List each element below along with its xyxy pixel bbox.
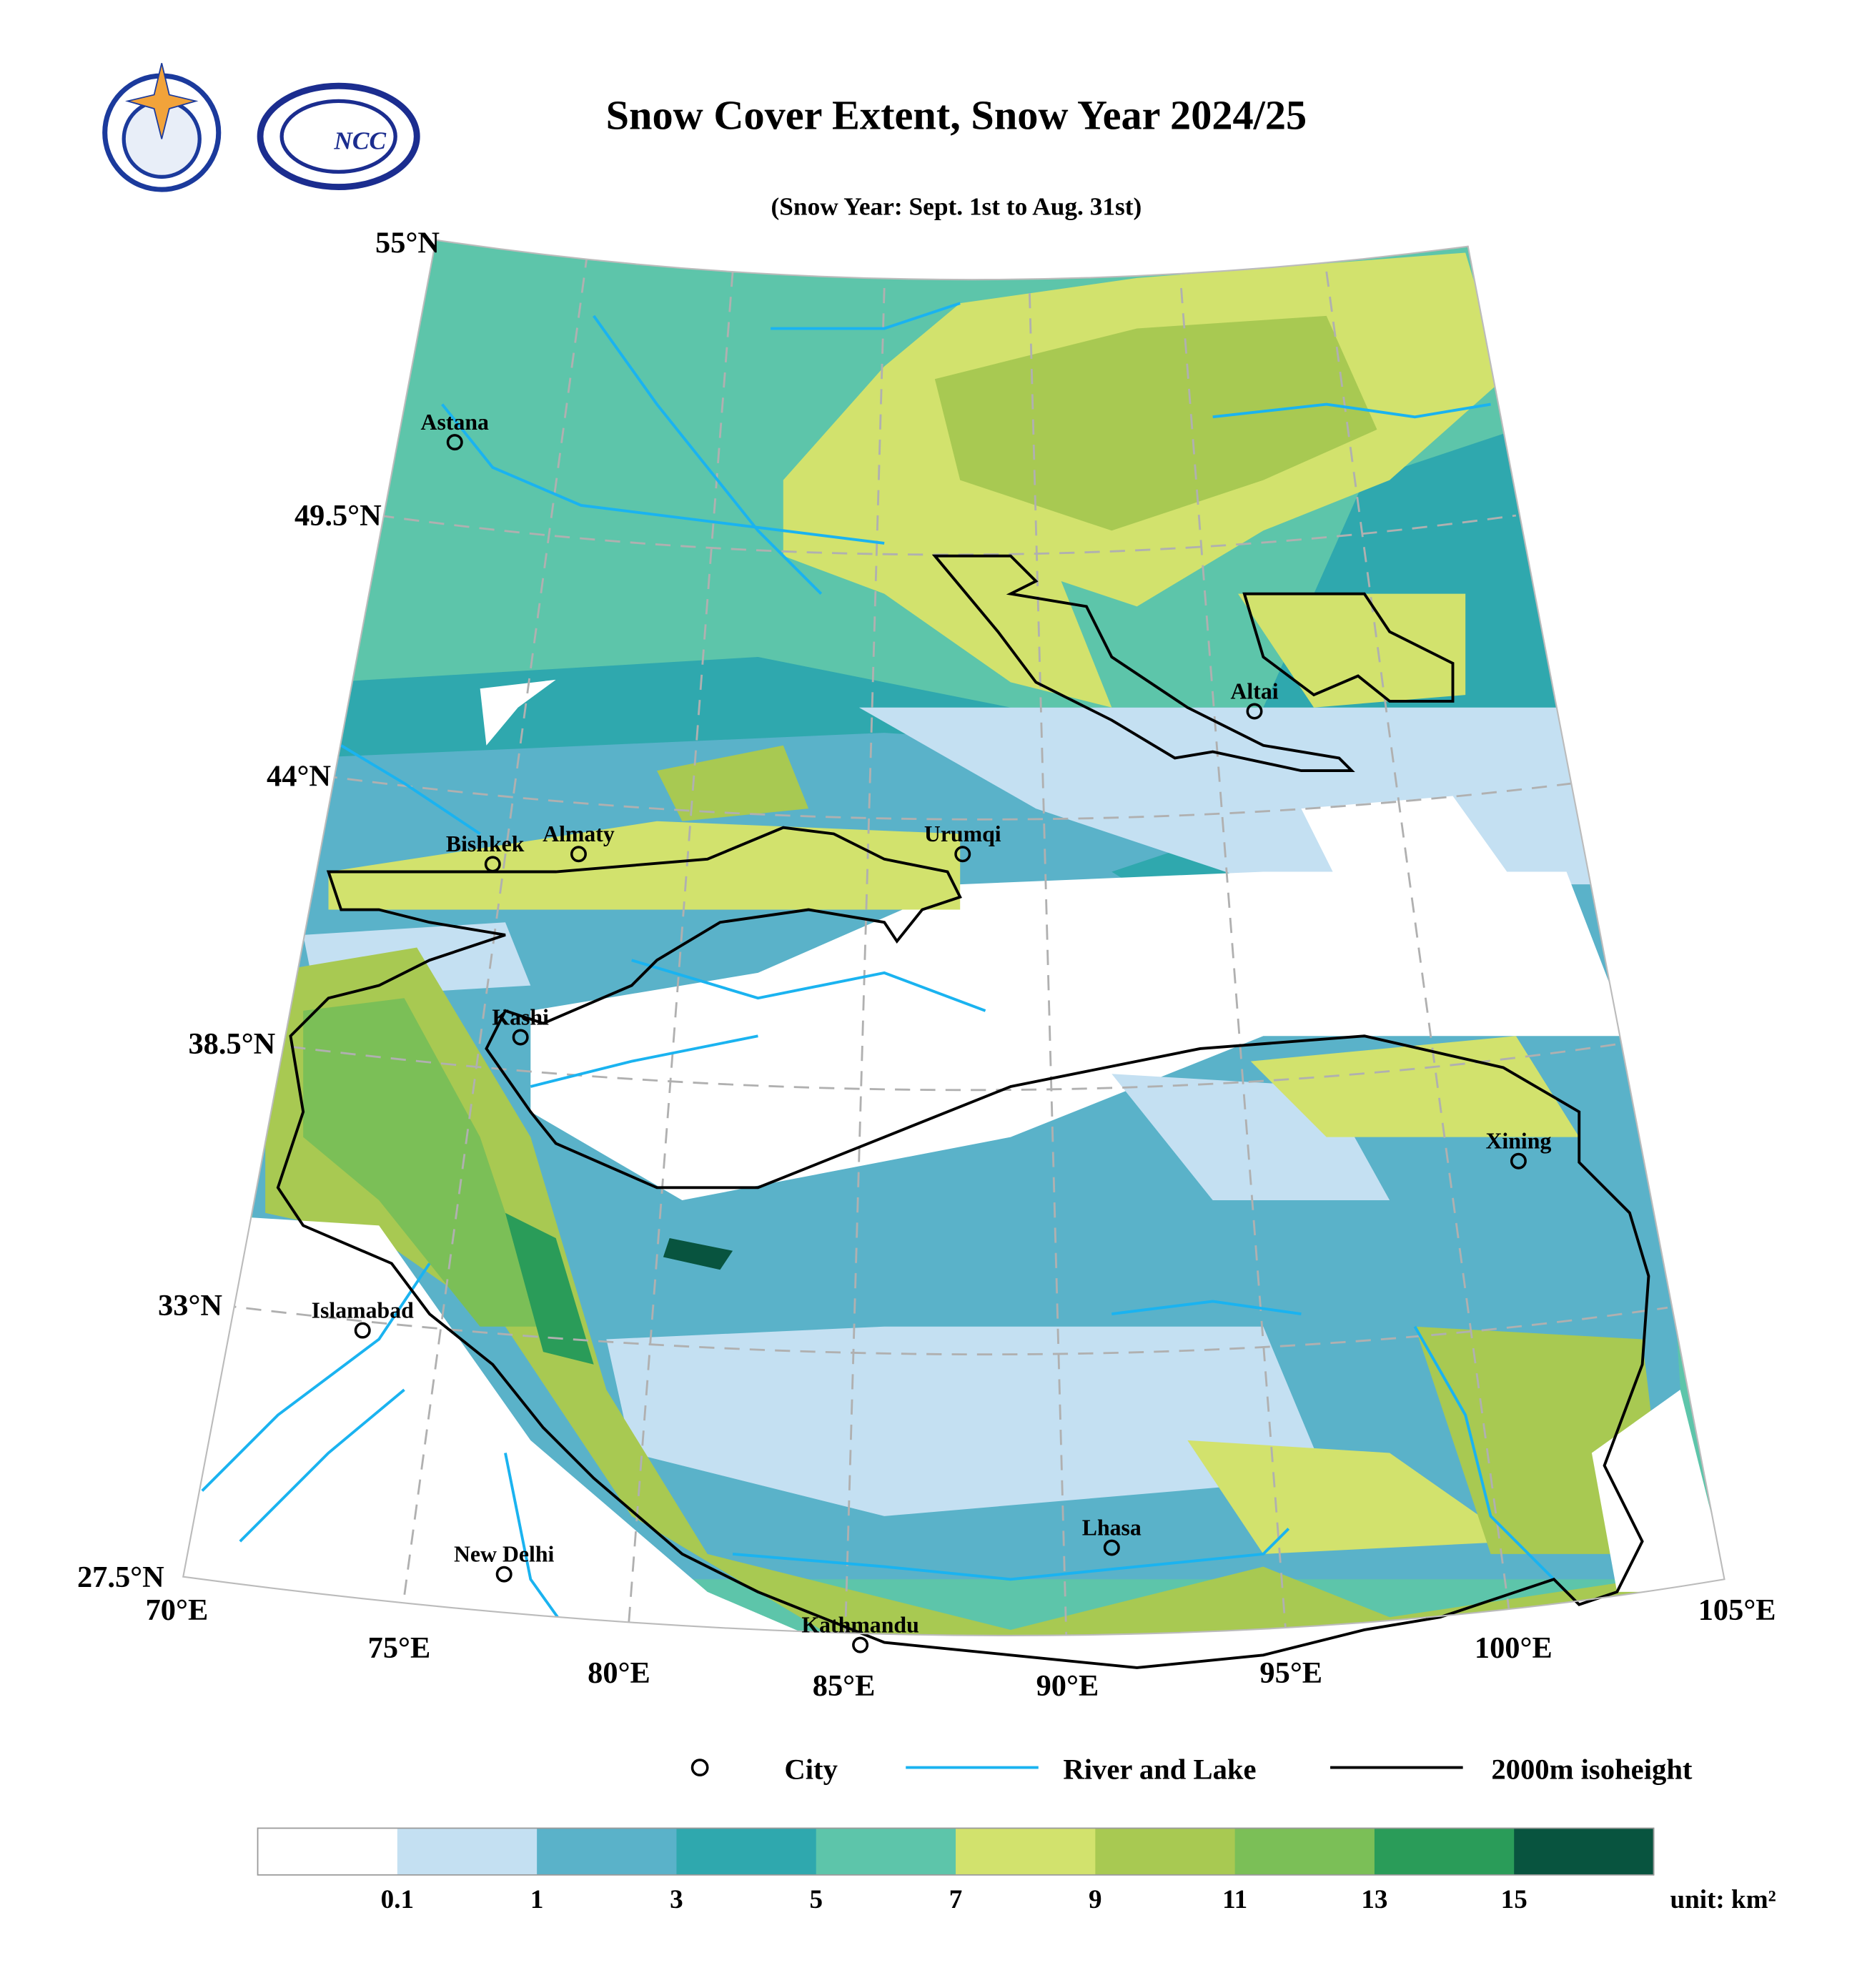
colorbar-segment (1095, 1828, 1236, 1875)
colorbar-frame (257, 1827, 1655, 1876)
colorbar-segment (537, 1828, 678, 1875)
city-marker (354, 1322, 371, 1339)
lat-label: 55°N (375, 226, 440, 259)
city-marker (954, 846, 971, 863)
logo-text: NCC (333, 127, 386, 155)
city-marker (852, 1636, 869, 1653)
colorbar: unit: km² 0.1 1 3 5 7 9 11 13 15 (257, 1827, 1776, 1914)
city-marker (446, 434, 463, 451)
colorbar-tick-label: 0.1 (381, 1885, 414, 1914)
city-label: Islamabad (312, 1297, 414, 1322)
colorbar-segment (956, 1828, 1096, 1875)
city-marker (512, 1029, 529, 1046)
lon-label: 70°E (146, 1593, 209, 1627)
city-label: Xining (1485, 1129, 1551, 1154)
city-marker (1510, 1152, 1527, 1169)
colorbar-segment (1374, 1828, 1515, 1875)
city-label: Bishkek (446, 831, 525, 856)
ncc-logo: NCC (257, 82, 420, 190)
lon-label: 100°E (1475, 1631, 1553, 1665)
colorbar-tick-label: 1 (530, 1885, 544, 1914)
colorbar-tick-label: 13 (1361, 1885, 1387, 1914)
lon-label: 80°E (588, 1656, 650, 1690)
city-marker (484, 856, 501, 873)
city-label: Almaty (543, 821, 615, 846)
city-label: Astana (421, 410, 490, 435)
lon-label: 95°E (1259, 1656, 1322, 1690)
subtitle: (Snow Year: Sept. 1st to Aug. 31st) (771, 192, 1142, 220)
colorbar-unit: unit: km² (1670, 1885, 1776, 1914)
legend-label: City (784, 1753, 837, 1785)
lon-label: 75°E (368, 1631, 431, 1665)
colorbar-segment (816, 1828, 956, 1875)
colorbar-tick-label: 5 (809, 1885, 823, 1914)
legend-label: 2000m isoheight (1491, 1753, 1693, 1785)
city-label: New Delhi (454, 1542, 555, 1567)
colorbar-segment (676, 1828, 817, 1875)
legend: City River and Lake 2000m isoheight (690, 1753, 1693, 1785)
colorbar-segment (1234, 1828, 1375, 1875)
city-label: Kashi (492, 1004, 549, 1029)
wmo-logo (102, 63, 222, 192)
colorbar-tick-label: 7 (949, 1885, 963, 1914)
lat-label: 38.5°N (188, 1027, 275, 1061)
city-marker (570, 846, 587, 863)
lat-label: 33°N (158, 1289, 222, 1322)
map-frame (182, 239, 1725, 1636)
colorbar-tick-label: 3 (670, 1885, 683, 1914)
legend-city-icon (690, 1759, 709, 1776)
colorbar-tick-label: 11 (1222, 1885, 1247, 1914)
city-marker (1103, 1539, 1120, 1556)
city-marker (1246, 703, 1263, 720)
isoheights (276, 554, 1650, 1669)
city-label: Lhasa (1082, 1515, 1142, 1540)
city-label: Kathmandu (801, 1612, 918, 1637)
map (183, 239, 1725, 1636)
lat-label: 27.5°N (77, 1561, 164, 1594)
lon-label: 105°E (1698, 1593, 1776, 1627)
city-marker (495, 1566, 512, 1583)
city-label: Altai (1230, 678, 1278, 703)
legend-label: River and Lake (1063, 1753, 1256, 1785)
lat-label: 44°N (267, 759, 331, 793)
colorbar-tick-label: 9 (1089, 1885, 1102, 1914)
city-label: Urumqi (924, 821, 1001, 846)
colorbar-segment (397, 1828, 538, 1875)
colorbar-tick-label: 15 (1501, 1885, 1527, 1914)
colorbar-segment (257, 1828, 398, 1875)
colorbar-segment (1514, 1828, 1655, 1875)
lat-label: 49.5°N (294, 499, 382, 533)
title: Snow Cover Extent, Snow Year 2024/25 (606, 92, 1307, 138)
lon-label: 85°E (813, 1669, 876, 1703)
lon-label: 90°E (1036, 1669, 1099, 1703)
